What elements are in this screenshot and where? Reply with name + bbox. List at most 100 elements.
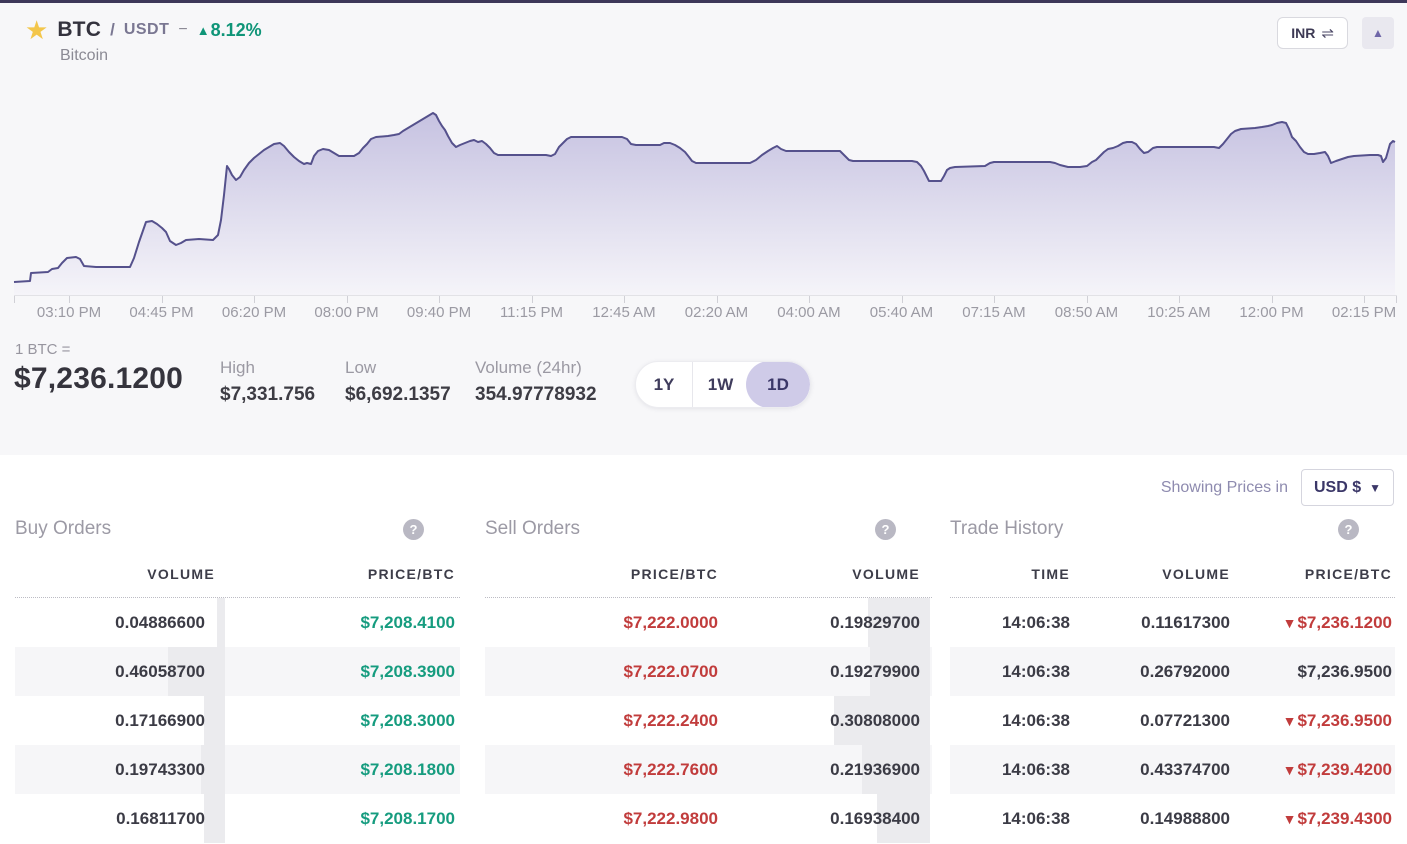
- range-1w-button[interactable]: 1W: [692, 362, 748, 407]
- trade-history-title: Trade History: [950, 518, 1064, 539]
- help-icon[interactable]: ?: [403, 519, 424, 540]
- axis-label: 02:20 AM: [684, 304, 749, 321]
- trade-history-list: 14:06:38 0.11617300 $7,236.1200 14:06:38…: [950, 598, 1395, 843]
- collapse-chart-button[interactable]: ▲: [1362, 17, 1394, 49]
- buy-price-header: PRICE/BTC: [367, 566, 455, 582]
- trade-row[interactable]: 14:06:38 0.11617300 $7,236.1200: [950, 598, 1395, 647]
- axis-label: 10:25 AM: [1147, 304, 1211, 321]
- axis-label: 05:40 AM: [869, 304, 934, 321]
- sell-price-header: PRICE/BTC: [630, 566, 718, 582]
- sell-orders-title: Sell Orders: [485, 518, 581, 539]
- depth-bar: [217, 598, 225, 647]
- axis-label: 03:10 PM: [36, 304, 102, 321]
- order-volume: 0.30808000: [830, 711, 920, 730]
- axis-tick: [716, 296, 718, 303]
- trade-price: $7,236.1200: [1283, 598, 1392, 648]
- axis-edge-tick: [14, 296, 15, 303]
- trade-row[interactable]: 14:06:38 0.07721300 $7,236.9500: [950, 696, 1395, 745]
- currency-switch-button[interactable]: INR ⇌: [1277, 17, 1348, 49]
- axis-tick: [624, 296, 625, 303]
- trade-row[interactable]: 14:06:38 0.26792000 $7,236.9500: [950, 647, 1395, 696]
- order-price: $7,222.0000: [623, 613, 718, 632]
- pair-header: ★ BTC / USDT − ▲ 8.12%: [25, 16, 262, 44]
- order-price: $7,208.3900: [360, 662, 455, 681]
- showing-prices-label: Showing Prices in: [1160, 478, 1288, 496]
- order-volume: 0.19743300: [115, 760, 205, 779]
- axis-label: 11:15 PM: [499, 304, 564, 321]
- axis-label: 08:00 PM: [314, 304, 379, 321]
- current-price: $7,236.1200: [14, 362, 184, 395]
- depth-bar: [868, 598, 930, 647]
- trade-time: 14:06:38: [1001, 809, 1070, 828]
- pair-base-symbol: BTC: [57, 18, 102, 41]
- order-price: $7,222.7600: [623, 760, 718, 779]
- sell-orders-list: $7,222.0000 0.19829700 $7,222.0700 0.192…: [485, 598, 932, 843]
- sell-order-row[interactable]: $7,222.0700 0.19279900: [485, 647, 932, 696]
- triangle-up-icon: ▲: [1372, 26, 1384, 40]
- sell-order-row[interactable]: $7,222.9800 0.16938400: [485, 794, 932, 843]
- axis-edge-tick: [1396, 296, 1397, 303]
- order-price: $7,208.1700: [360, 809, 455, 828]
- trade-price: $7,239.4300: [1283, 794, 1392, 844]
- sell-order-row[interactable]: $7,222.0000 0.19829700: [485, 598, 932, 647]
- axis-label: 08:50 AM: [1054, 304, 1119, 321]
- trade-row[interactable]: 14:06:38 0.43374700 $7,239.4200: [950, 745, 1395, 794]
- depth-bar: [834, 696, 930, 745]
- unit-label: 1 BTC =: [15, 341, 71, 358]
- order-price: $7,222.0700: [623, 662, 718, 681]
- depth-bar: [870, 647, 930, 696]
- order-price: $7,208.3000: [360, 711, 455, 730]
- display-currency-value: USD $: [1313, 478, 1362, 496]
- high-label: High: [220, 358, 255, 377]
- axis-label: 12:00 PM: [1239, 304, 1304, 321]
- trade-price: $7,239.4200: [1283, 745, 1392, 795]
- buy-order-row[interactable]: 0.17166900 $7,208.3000: [15, 696, 460, 745]
- buy-order-row[interactable]: 0.46058700 $7,208.3900: [15, 647, 460, 696]
- favorite-star-icon[interactable]: ★: [25, 15, 49, 45]
- sell-order-row[interactable]: $7,222.7600 0.21936900: [485, 745, 932, 794]
- order-volume: 0.19279900: [830, 662, 920, 681]
- trade-price: $7,236.9500: [1297, 662, 1392, 681]
- axis-tick: [161, 296, 163, 303]
- x-axis-labels: 03:10 PM 04:45 PM 06:20 PM 08:00 PM 09:40 PM…: [0, 304, 1407, 324]
- trade-price-header: PRICE/BTC: [1304, 566, 1392, 582]
- axis-label: 09:40 PM: [406, 304, 472, 321]
- axis-tick: [346, 296, 348, 303]
- order-volume: 0.19829700: [830, 613, 920, 632]
- price-area-chart[interactable]: [0, 85, 1407, 296]
- depth-bar: [204, 696, 225, 745]
- stat-high: High $7,331.756: [220, 358, 315, 406]
- trade-row[interactable]: 14:06:38 0.14988800 $7,239.4300: [950, 794, 1395, 843]
- buy-order-row[interactable]: 0.19743300 $7,208.1800: [15, 745, 460, 794]
- low-value: $6,692.1357: [345, 384, 451, 405]
- pair-separator: /: [110, 20, 115, 39]
- up-arrow-icon: ▲: [196, 22, 210, 38]
- x-axis-line: [14, 295, 1397, 296]
- trade-time-header: TIME: [1031, 566, 1070, 582]
- buy-orders-panel: Buy Orders ? VOLUME PRICE/BTC 0.04886600…: [15, 518, 460, 843]
- buy-volume-header: VOLUME: [147, 566, 215, 582]
- sell-orders-panel: Sell Orders ? PRICE/BTC VOLUME $7,222.00…: [485, 518, 932, 843]
- axis-tick: [1364, 296, 1365, 303]
- depth-bar: [204, 794, 225, 843]
- order-volume: 0.04886600: [115, 613, 205, 632]
- axis-tick: [1086, 296, 1088, 303]
- order-price: $7,208.1800: [360, 760, 455, 779]
- range-1y-button[interactable]: 1Y: [636, 362, 692, 407]
- high-value: $7,331.756: [220, 384, 316, 405]
- buy-order-row[interactable]: 0.16811700 $7,208.1700: [15, 794, 460, 843]
- buy-order-row[interactable]: 0.04886600 $7,208.4100: [15, 598, 460, 647]
- axis-tick: [1271, 296, 1273, 303]
- order-volume: 0.21936900: [830, 760, 920, 779]
- range-1d-button[interactable]: 1D: [746, 362, 810, 407]
- sell-order-row[interactable]: $7,222.2400 0.30808000: [485, 696, 932, 745]
- help-icon[interactable]: ?: [1338, 519, 1359, 540]
- depth-bar: [168, 647, 225, 696]
- trade-time: 14:06:38: [1001, 662, 1070, 681]
- help-icon[interactable]: ?: [875, 519, 896, 540]
- swap-arrows-icon: ⇌: [1321, 25, 1334, 42]
- display-currency-dropdown[interactable]: USD $ ▼: [1300, 469, 1394, 506]
- axis-tick: [254, 296, 255, 303]
- trade-time: 14:06:38: [1001, 613, 1070, 632]
- pair-dash: −: [178, 21, 188, 38]
